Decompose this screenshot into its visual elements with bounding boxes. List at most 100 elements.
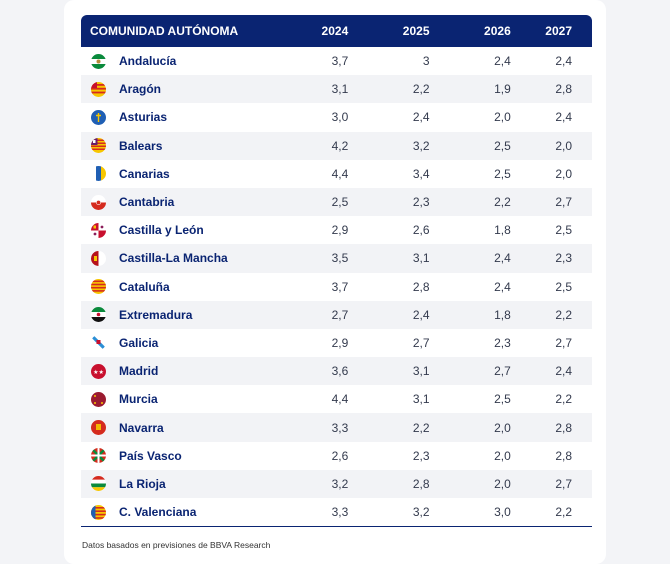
- value-cell-2024: 2,9: [331, 223, 349, 238]
- value-cell-2027: 2,4: [555, 364, 572, 379]
- value-cell-2027: 2,4: [555, 54, 572, 69]
- region-cell: Galicia: [81, 335, 267, 351]
- value-cell-2024: 3,7: [331, 54, 349, 69]
- table-row: Navarra 3,3 2,2 2,0 2,8: [81, 413, 592, 442]
- value-cell-2027: 2,8: [555, 82, 572, 97]
- value-cell-2024: 4,4: [331, 166, 349, 181]
- value-cell-2024: 4,2: [331, 138, 349, 153]
- galicia-flag-icon: [91, 335, 106, 351]
- table-row: Aragón 3,1 2,2 1,9 2,8: [81, 75, 592, 104]
- table-row: Castilla y León 2,9 2,6 1,8 2,5: [81, 216, 592, 244]
- value-cell-2026: 2,4: [494, 251, 511, 266]
- value-cell-2024: 4,4: [331, 392, 349, 407]
- svg-text:★★: ★★: [93, 369, 104, 376]
- value-cell-2026: 2,0: [494, 110, 511, 125]
- region-name: Madrid: [119, 364, 159, 379]
- region-cell: La Rioja: [81, 476, 267, 492]
- table-row: Galicia 2,9 2,7 2,3 2,7: [81, 329, 592, 357]
- value-cell-2025: 2,4: [412, 110, 430, 125]
- value-cell-2026: 2,5: [494, 138, 511, 153]
- source-note: Datos basados en previsiones de BBVA Res…: [82, 540, 271, 550]
- canarias-flag-icon: [91, 166, 106, 182]
- region-cell: Castilla y León: [81, 222, 267, 238]
- value-cell-2024: 2,9: [331, 335, 349, 350]
- value-cell-2027: 2,7: [555, 195, 572, 210]
- header-2025: 2025: [402, 24, 430, 38]
- value-cell-2025: 3,4: [412, 166, 430, 181]
- valenciana-flag-icon: [91, 504, 106, 520]
- value-cell-2025: 2,7: [412, 335, 430, 350]
- region-name: Castilla y León: [119, 223, 204, 238]
- value-cell-2025: 2,2: [412, 82, 430, 97]
- value-cell-2027: 2,2: [555, 392, 572, 407]
- table-row: ★★ Madrid 3,6 3,1 2,7 2,4: [81, 357, 592, 386]
- balears-flag-icon: [91, 138, 106, 154]
- navarra-flag-icon: [91, 420, 106, 436]
- value-cell-2027: 2,7: [555, 476, 572, 491]
- value-cell-2026: 2,0: [494, 448, 511, 463]
- table-row: La Rioja 3,2 2,8 2,0 2,7: [81, 469, 592, 498]
- value-cell-2026: 3,0: [494, 505, 511, 520]
- pais-vasco-flag-icon: [91, 448, 106, 464]
- extremadura-flag-icon: [91, 307, 106, 323]
- value-cell-2027: 2,3: [555, 251, 572, 266]
- forecast-table: COMUNIDAD AUTÓNOMA 2024 2025 2026 2027 A…: [81, 15, 592, 528]
- header-2026: 2026: [484, 24, 511, 38]
- table-row: Cataluña 3,7 2,8 2,4 2,5: [81, 273, 592, 301]
- value-cell-2024: 2,6: [331, 448, 349, 463]
- region-name: Aragón: [119, 82, 161, 97]
- castilla-leon-flag-icon: [91, 222, 106, 238]
- cantabria-flag-icon: [91, 194, 106, 210]
- table-row: País Vasco 2,6 2,3 2,0 2,8: [81, 442, 592, 470]
- header-2024: 2024: [321, 24, 349, 38]
- value-cell-2025: 3,1: [412, 251, 430, 266]
- value-cell-2026: 2,4: [494, 279, 511, 294]
- region-name: País Vasco: [119, 448, 182, 463]
- value-cell-2025: 3,2: [412, 505, 430, 520]
- region-name: C. Valenciana: [119, 505, 197, 520]
- table-body: Andalucía 3,7 3 2,4 2,4 Aragón 3,1 2,2 1,9 2,8 Ast…: [81, 47, 592, 526]
- value-cell-2025: 2,4: [412, 307, 430, 322]
- madrid-flag-icon: ★★: [91, 363, 106, 379]
- header-2027: 2027: [545, 24, 572, 38]
- region-name: Extremadura: [119, 307, 193, 322]
- value-cell-2025: 2,8: [412, 476, 430, 491]
- asturias-flag-icon: [91, 109, 106, 125]
- value-cell-2025: 3,2: [412, 138, 430, 153]
- region-name: Cantabria: [119, 195, 175, 210]
- table-row: C. Valenciana 3,3 3,2 3,0 2,2: [81, 498, 592, 526]
- la-rioja-flag-icon: [91, 476, 106, 492]
- value-cell-2026: 2,5: [494, 392, 511, 407]
- region-name: Canarias: [119, 166, 170, 181]
- table-header: COMUNIDAD AUTÓNOMA 2024 2025 2026 2027: [81, 15, 592, 47]
- table-row: Cantabria 2,5 2,3 2,2 2,7: [81, 187, 592, 217]
- region-cell: Cantabria: [81, 194, 267, 210]
- region-name: Balears: [119, 138, 163, 153]
- value-cell-2026: 2,3: [494, 335, 511, 350]
- table-row: Extremadura 2,7 2,4 1,8 2,2: [81, 300, 592, 329]
- value-cell-2024: 3,0: [331, 110, 349, 125]
- region-name: La Rioja: [119, 476, 166, 491]
- value-cell-2027: 2,2: [555, 307, 572, 322]
- region-cell: Extremadura: [81, 307, 267, 323]
- region-cell: C. Valenciana: [81, 504, 267, 520]
- value-cell-2025: 3,1: [412, 364, 430, 379]
- andalucia-flag-icon: [91, 53, 106, 69]
- region-name: Murcia: [119, 392, 158, 407]
- table-bottom-rule: [81, 526, 592, 528]
- region-name: Castilla-La Mancha: [119, 251, 228, 266]
- region-name: Cataluña: [119, 279, 170, 294]
- region-cell: Aragón: [81, 81, 267, 97]
- region-cell: Cataluña: [81, 279, 267, 295]
- table-row: Murcia 4,4 3,1 2,5 2,2: [81, 385, 592, 413]
- value-cell-2024: 3,1: [331, 82, 349, 97]
- value-cell-2027: 2,0: [555, 138, 572, 153]
- value-cell-2025: 2,2: [412, 420, 430, 435]
- value-cell-2024: 3,2: [331, 476, 349, 491]
- value-cell-2025: 2,3: [412, 195, 430, 210]
- value-cell-2026: 1,9: [494, 82, 511, 97]
- region-name: Galicia: [119, 335, 159, 350]
- region-name: Andalucía: [119, 54, 177, 69]
- region-cell: Andalucía: [81, 53, 267, 69]
- cataluna-flag-icon: [91, 279, 106, 295]
